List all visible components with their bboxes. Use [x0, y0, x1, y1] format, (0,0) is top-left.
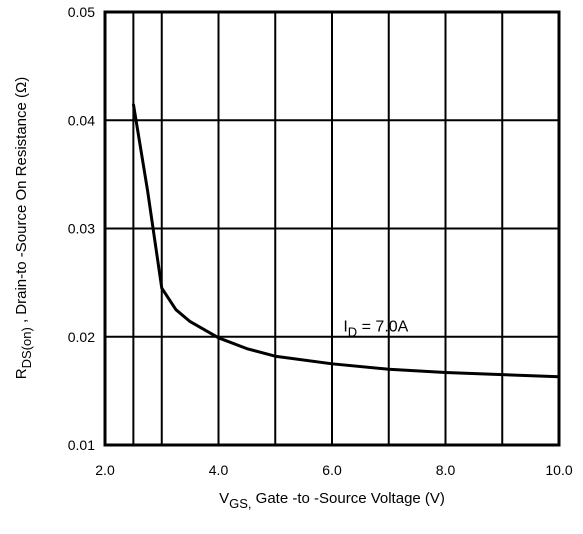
annotation-main: I [343, 318, 347, 335]
grid-lines [105, 12, 559, 445]
y-axis-title-main: R [13, 368, 30, 379]
x-axis-title: VGS, Gate -to -Source Voltage (V) [219, 490, 445, 511]
x-tick-label: 4.0 [209, 462, 229, 478]
tick-labels: 2.0 4.0 6.0 8.0 10.0 0.01 0.02 0.03 0.04 0.05 [68, 4, 573, 478]
series-line [131, 103, 560, 379]
x-tick-label: 2.0 [95, 462, 115, 478]
x-axis-title-rest: Gate -to -Source Voltage (V) [251, 490, 444, 507]
annotation-sub: D [348, 324, 357, 339]
plot-frame [103, 10, 561, 447]
x-tick-label: 8.0 [436, 462, 456, 478]
x-axis-title-main: V [219, 490, 229, 507]
y-tick-label: 0.02 [68, 329, 95, 345]
y-axis-title-rest: , Drain-to -Source On Resistance (Ω) [13, 77, 30, 327]
y-axis-title-sub: DS(on) [19, 327, 34, 368]
x-axis-title-sub: GS, [229, 496, 251, 511]
x-tick-label: 6.0 [322, 462, 342, 478]
y-tick-label: 0.03 [68, 221, 95, 237]
y-tick-label: 0.04 [68, 112, 95, 128]
annotation-rest: = 7.0A [357, 318, 408, 335]
y-tick-label: 0.05 [68, 4, 95, 20]
y-tick-label: 0.01 [68, 437, 95, 453]
annotation-id: ID = 7.0A [343, 318, 408, 339]
x-tick-label: 10.0 [545, 462, 572, 478]
y-axis-title: RDS(on) , Drain-to -Source On Resistance… [13, 77, 34, 380]
